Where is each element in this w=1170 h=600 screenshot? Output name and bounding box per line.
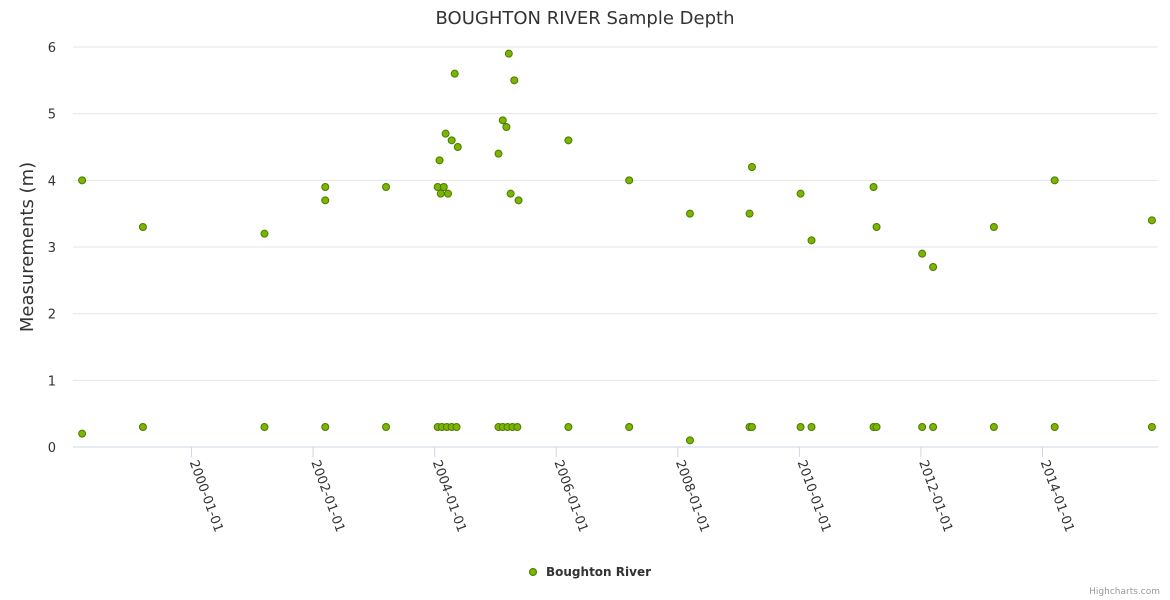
- x-tick-label: 2006-01-01: [550, 458, 590, 534]
- data-point[interactable]: [78, 429, 87, 438]
- data-point[interactable]: [1050, 423, 1059, 431]
- data-point[interactable]: [989, 423, 998, 431]
- x-tick-label: 2010-01-01: [794, 458, 834, 534]
- x-tick-label: 2008-01-01: [672, 458, 712, 534]
- y-tick-label: 6: [48, 41, 56, 56]
- y-tick-label: 1: [48, 374, 56, 389]
- x-tick-label: 2002-01-01: [307, 458, 347, 534]
- data-point[interactable]: [382, 423, 391, 431]
- data-point[interactable]: [747, 423, 756, 431]
- data-point[interactable]: [502, 123, 511, 131]
- data-point[interactable]: [260, 229, 269, 238]
- data-point[interactable]: [436, 189, 445, 198]
- data-point[interactable]: [450, 69, 459, 78]
- data-point[interactable]: [444, 189, 453, 198]
- data-point[interactable]: [138, 423, 147, 431]
- data-point[interactable]: [929, 263, 938, 271]
- data-point[interactable]: [625, 423, 634, 431]
- data-point[interactable]: [138, 223, 147, 231]
- x-tick-label: 2012-01-01: [915, 458, 955, 534]
- data-point[interactable]: [439, 183, 448, 191]
- data-point[interactable]: [321, 183, 330, 191]
- x-tick-label: 2004-01-01: [429, 458, 469, 534]
- data-point[interactable]: [869, 183, 878, 191]
- data-point[interactable]: [452, 423, 461, 431]
- x-tick-label: 2000-01-01: [186, 458, 226, 534]
- data-point[interactable]: [447, 136, 456, 145]
- chart-title: BOUGHTON RIVER Sample Depth: [436, 8, 735, 29]
- data-point[interactable]: [514, 196, 523, 205]
- y-tick-label: 4: [48, 174, 56, 189]
- data-point[interactable]: [625, 176, 634, 185]
- data-point[interactable]: [796, 189, 805, 198]
- data-point[interactable]: [513, 423, 522, 431]
- data-point[interactable]: [918, 249, 927, 258]
- y-tick-label: 0: [48, 441, 56, 456]
- data-point[interactable]: [506, 189, 515, 198]
- data-point[interactable]: [872, 223, 881, 231]
- data-point[interactable]: [321, 423, 330, 431]
- data-point[interactable]: [1147, 423, 1156, 431]
- data-point[interactable]: [747, 163, 756, 171]
- data-point[interactable]: [78, 176, 87, 185]
- data-point[interactable]: [504, 49, 513, 58]
- data-point[interactable]: [441, 129, 450, 138]
- legend-marker: [529, 568, 537, 576]
- data-point[interactable]: [260, 423, 269, 431]
- data-point[interactable]: [796, 423, 805, 431]
- data-point[interactable]: [564, 423, 573, 431]
- data-point[interactable]: [918, 423, 927, 431]
- data-point[interactable]: [498, 116, 507, 125]
- data-point[interactable]: [1147, 216, 1156, 225]
- y-tick-label: 5: [48, 108, 56, 123]
- grid-lines: [73, 46, 1158, 448]
- data-point[interactable]: [494, 149, 503, 158]
- y-axis-label: Measurements (m): [17, 162, 38, 332]
- data-point[interactable]: [382, 183, 391, 191]
- data-point[interactable]: [745, 209, 754, 218]
- data-point[interactable]: [1050, 176, 1059, 185]
- data-point[interactable]: [453, 143, 462, 151]
- data-point[interactable]: [685, 436, 694, 445]
- data-point[interactable]: [435, 156, 444, 165]
- legend-label: Boughton River: [546, 565, 651, 579]
- y-tick-label: 3: [48, 241, 56, 256]
- data-point[interactable]: [872, 423, 881, 431]
- y-tick-label: 2: [48, 308, 56, 323]
- credits-link[interactable]: Highcharts.com: [1089, 587, 1160, 597]
- data-point[interactable]: [807, 236, 816, 245]
- x-axis: 2000-01-01 2002-01-01 2004-01-01 2006-01-01…: [186, 447, 1077, 534]
- data-point[interactable]: [989, 223, 998, 231]
- data-point[interactable]: [510, 76, 519, 85]
- y-axis-ticks: 0 1 2 3 4 5 6: [48, 41, 56, 456]
- legend-item-boughton-river[interactable]: Boughton River: [529, 565, 652, 579]
- data-point[interactable]: [807, 423, 816, 431]
- data-point[interactable]: [685, 209, 694, 218]
- data-point[interactable]: [321, 196, 330, 205]
- data-point[interactable]: [564, 136, 573, 145]
- data-points: [78, 49, 1156, 445]
- data-point[interactable]: [929, 423, 938, 431]
- x-tick-label: 2014-01-01: [1037, 458, 1077, 534]
